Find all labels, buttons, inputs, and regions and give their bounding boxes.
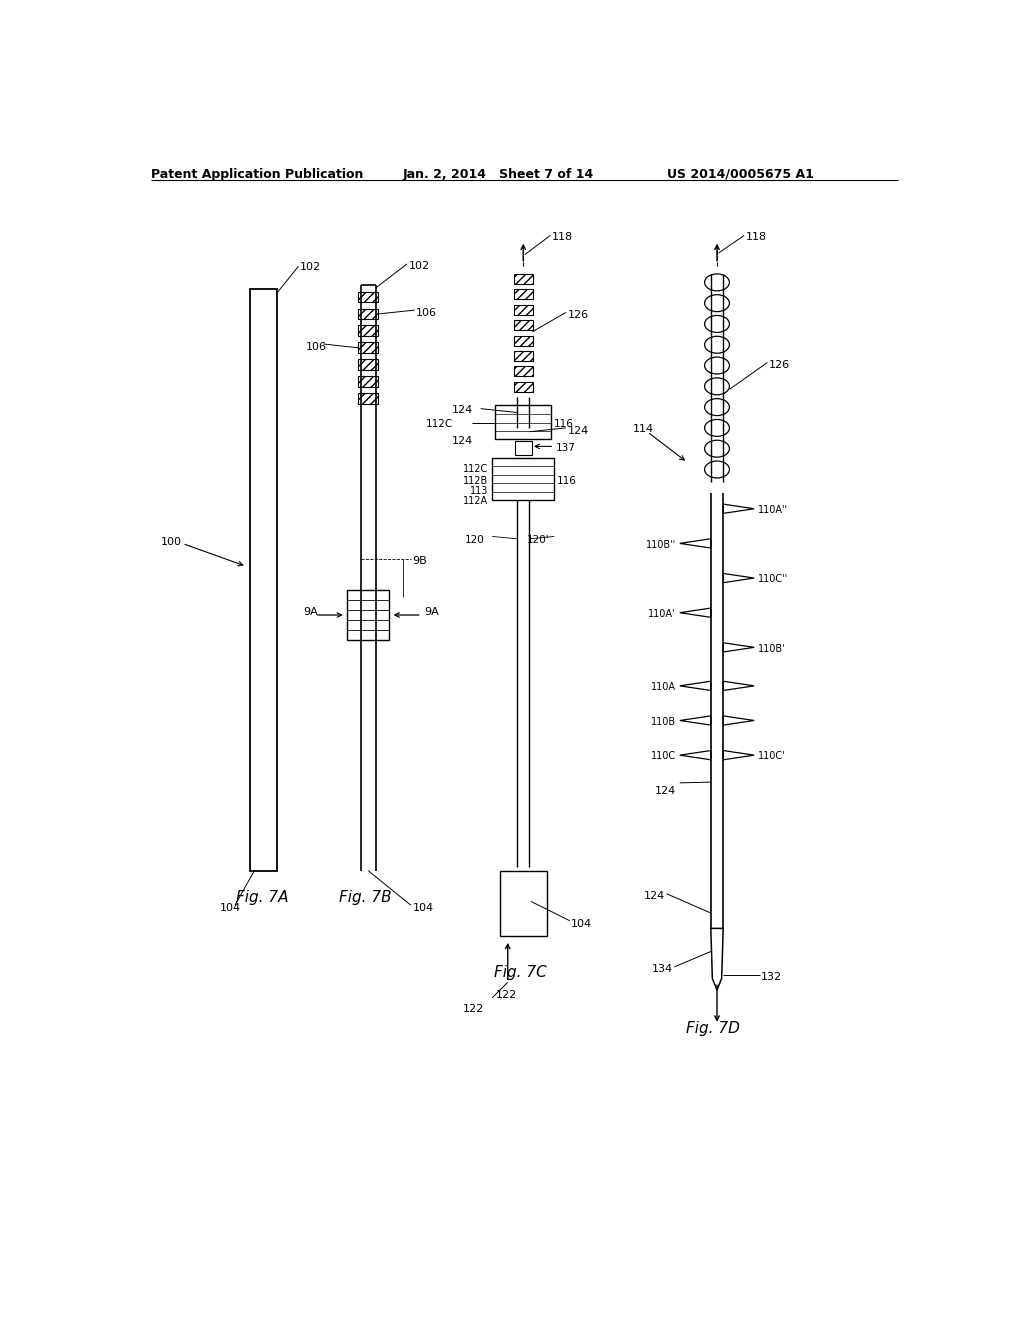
Text: 122: 122 xyxy=(463,1003,484,1014)
Text: 9B: 9B xyxy=(413,556,427,566)
Text: 9A: 9A xyxy=(303,607,317,618)
Ellipse shape xyxy=(705,378,729,395)
Text: 110B: 110B xyxy=(651,717,676,726)
Bar xyxy=(358,359,378,370)
Bar xyxy=(251,289,276,871)
Text: 124: 124 xyxy=(452,405,473,414)
Text: 9A: 9A xyxy=(424,607,439,618)
Text: 118: 118 xyxy=(552,231,573,242)
Text: 102: 102 xyxy=(409,261,430,271)
Bar xyxy=(347,590,389,640)
Bar xyxy=(358,342,378,354)
Bar xyxy=(496,405,551,440)
Bar xyxy=(358,309,378,319)
Polygon shape xyxy=(680,751,711,760)
Polygon shape xyxy=(723,715,755,725)
Text: 124: 124 xyxy=(452,436,473,446)
Text: 110B': 110B' xyxy=(758,644,785,653)
Text: 126: 126 xyxy=(567,310,589,319)
Bar xyxy=(514,289,532,300)
Text: 104: 104 xyxy=(413,903,433,913)
Polygon shape xyxy=(723,751,755,760)
Text: 110B'': 110B'' xyxy=(646,540,676,549)
Text: Fig. 7A: Fig. 7A xyxy=(237,890,289,906)
Polygon shape xyxy=(723,643,755,652)
Bar xyxy=(514,305,532,314)
Ellipse shape xyxy=(705,275,729,290)
Text: 113: 113 xyxy=(470,486,488,495)
Text: 112C: 112C xyxy=(426,420,453,429)
Bar xyxy=(514,367,532,376)
Ellipse shape xyxy=(705,358,729,374)
Polygon shape xyxy=(723,504,755,513)
Text: 112B: 112B xyxy=(463,475,488,486)
Polygon shape xyxy=(680,609,711,618)
Text: 102: 102 xyxy=(300,263,322,272)
Polygon shape xyxy=(680,715,711,725)
Text: 112A: 112A xyxy=(463,496,488,507)
Text: 116: 116 xyxy=(554,420,573,429)
Text: 126: 126 xyxy=(769,360,791,370)
Text: 124: 124 xyxy=(654,785,676,796)
Text: 106: 106 xyxy=(306,342,328,351)
Text: 116: 116 xyxy=(557,477,577,486)
Bar xyxy=(515,441,531,455)
Bar xyxy=(514,321,532,330)
Bar xyxy=(358,326,378,337)
Text: 110C': 110C' xyxy=(758,751,785,762)
Text: 137: 137 xyxy=(556,444,575,453)
Text: 134: 134 xyxy=(651,964,673,974)
Text: 104: 104 xyxy=(219,903,241,913)
Text: 132: 132 xyxy=(761,972,782,982)
Bar xyxy=(500,871,547,936)
Text: 110A'': 110A'' xyxy=(758,506,788,515)
Text: Fig. 7D: Fig. 7D xyxy=(686,1020,740,1036)
Ellipse shape xyxy=(705,399,729,416)
Text: 110C: 110C xyxy=(651,751,676,762)
Ellipse shape xyxy=(705,441,729,457)
Ellipse shape xyxy=(705,420,729,437)
Polygon shape xyxy=(723,681,755,690)
Ellipse shape xyxy=(705,294,729,312)
Text: 110C'': 110C'' xyxy=(758,574,788,585)
Bar xyxy=(514,351,532,360)
Bar xyxy=(358,376,378,387)
Polygon shape xyxy=(723,573,755,582)
Text: 110A: 110A xyxy=(651,682,676,692)
Text: Jan. 2, 2014   Sheet 7 of 14: Jan. 2, 2014 Sheet 7 of 14 xyxy=(403,168,594,181)
Text: 106: 106 xyxy=(417,308,437,318)
Bar xyxy=(358,393,378,404)
Bar xyxy=(493,458,554,500)
Text: 100: 100 xyxy=(161,537,181,548)
Text: US 2014/0005675 A1: US 2014/0005675 A1 xyxy=(667,168,813,181)
Bar xyxy=(514,381,532,392)
Text: 122: 122 xyxy=(496,990,517,1001)
Text: 124: 124 xyxy=(644,891,665,900)
Ellipse shape xyxy=(705,461,729,478)
Text: 118: 118 xyxy=(745,231,767,242)
Ellipse shape xyxy=(705,337,729,354)
Polygon shape xyxy=(680,681,711,690)
Polygon shape xyxy=(680,539,711,548)
Bar xyxy=(358,292,378,302)
Text: 104: 104 xyxy=(571,919,593,929)
Text: 120': 120' xyxy=(527,535,550,545)
Ellipse shape xyxy=(705,315,729,333)
Text: Fig. 7B: Fig. 7B xyxy=(339,890,391,906)
Text: Fig. 7C: Fig. 7C xyxy=(494,965,547,981)
Text: 112C: 112C xyxy=(463,465,488,474)
Bar xyxy=(514,275,532,284)
Text: 114: 114 xyxy=(633,424,654,434)
Polygon shape xyxy=(711,928,723,990)
Text: 124: 124 xyxy=(567,425,589,436)
Text: 120: 120 xyxy=(465,535,484,545)
Text: 110A': 110A' xyxy=(648,609,676,619)
Text: Patent Application Publication: Patent Application Publication xyxy=(152,168,364,181)
Bar xyxy=(514,335,532,346)
